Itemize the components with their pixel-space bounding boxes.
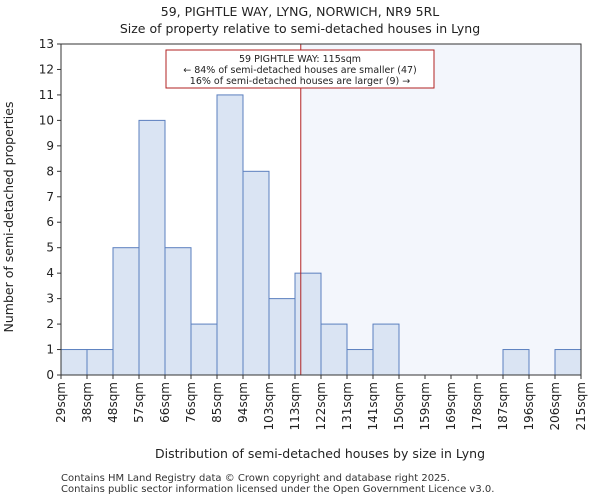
x-tick-label: 131sqm xyxy=(340,382,354,430)
x-tick-label: 29sqm xyxy=(54,382,68,423)
chart-title-line1: 59, PIGHTLE WAY, LYNG, NORWICH, NR9 5RL xyxy=(160,4,440,19)
annotation-line1: 59 PIGHTLE WAY: 115sqm xyxy=(239,54,361,65)
bar-48sqm xyxy=(112,247,140,376)
bars-layer xyxy=(60,94,582,376)
annotation-box: 59 PIGHTLE WAY: 115sqm ← 84% of semi-det… xyxy=(165,49,435,89)
y-tick-label: 12 xyxy=(39,62,54,76)
bar-94sqm xyxy=(242,170,270,376)
annotation-line2: ← 84% of semi-detached houses are smalle… xyxy=(183,65,417,76)
x-tick-label: 187sqm xyxy=(496,382,510,430)
y-tick-label: 4 xyxy=(46,266,54,280)
bar-122sqm xyxy=(320,323,348,376)
x-tick-label: 206sqm xyxy=(548,382,562,430)
x-tick-label: 48sqm xyxy=(106,382,120,423)
x-tick-label: 196sqm xyxy=(522,382,536,430)
footer-line2: Contains public sector information licen… xyxy=(61,484,495,495)
y-axis-label: Number of semi-detached properties xyxy=(1,102,16,333)
x-tick-label: 178sqm xyxy=(470,382,484,430)
y-tick-label: 9 xyxy=(46,139,54,153)
x-tick-label: 76sqm xyxy=(184,382,198,423)
y-tick-label: 0 xyxy=(46,368,54,382)
y-tick-label: 2 xyxy=(46,317,54,331)
x-axis-label: Distribution of semi-detached houses by … xyxy=(155,446,485,461)
bar-187sqm xyxy=(502,349,530,376)
x-tick-label: 85sqm xyxy=(210,382,224,423)
annotation-rect xyxy=(165,49,435,89)
bar-113sqm xyxy=(294,272,322,376)
annotation-line3: 16% of semi-detached houses are larger (… xyxy=(190,76,410,87)
x-tick-label: 169sqm xyxy=(444,382,458,430)
bar-38sqm xyxy=(86,349,114,376)
x-tick-label: 94sqm xyxy=(236,382,250,423)
x-tick-label: 103sqm xyxy=(262,382,276,430)
bar-206sqm xyxy=(554,349,582,376)
x-tick-label: 113sqm xyxy=(288,382,302,430)
footer-line1: Contains HM Land Registry data © Crown c… xyxy=(61,473,450,484)
chart-title-line2: Size of property relative to semi-detach… xyxy=(119,21,481,36)
bar-76sqm xyxy=(190,323,218,376)
y-tick-label: 6 xyxy=(46,215,54,229)
y-tick-label: 10 xyxy=(39,113,54,127)
y-tick-label: 8 xyxy=(46,164,54,178)
x-tick-label: 150sqm xyxy=(392,382,406,430)
bar-66sqm xyxy=(164,247,192,376)
x-tick-label: 38sqm xyxy=(80,382,94,423)
y-tick-label: 13 xyxy=(39,37,54,51)
x-tick-label: 66sqm xyxy=(158,382,172,423)
highlight-region xyxy=(300,44,581,375)
chart-title: 59, PIGHTLE WAY, LYNG, NORWICH, NR9 5RL … xyxy=(0,3,600,37)
bar-103sqm xyxy=(268,298,296,376)
bar-29sqm xyxy=(60,349,88,376)
y-tick-label: 11 xyxy=(39,88,54,102)
bar-131sqm xyxy=(346,349,374,376)
bar-85sqm xyxy=(216,94,244,376)
footer: Contains HM Land Registry data © Crown c… xyxy=(61,473,494,495)
x-tick-label: 159sqm xyxy=(418,382,432,430)
x-tick-label: 215sqm xyxy=(574,382,588,430)
y-tick-label: 3 xyxy=(46,292,54,306)
y-tick-label: 1 xyxy=(46,343,54,357)
y-tick-label: 7 xyxy=(46,190,54,204)
x-tick-label: 122sqm xyxy=(314,382,328,430)
bar-141sqm xyxy=(372,323,400,376)
y-tick-label: 5 xyxy=(46,241,54,255)
x-tick-label: 57sqm xyxy=(132,382,146,423)
x-tick-label: 141sqm xyxy=(366,382,380,430)
bar-57sqm xyxy=(138,119,166,376)
highlight-layer xyxy=(300,44,581,375)
